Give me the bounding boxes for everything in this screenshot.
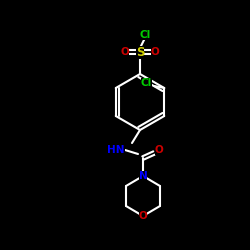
Text: O: O xyxy=(120,47,130,57)
Text: N: N xyxy=(138,171,147,181)
Text: S: S xyxy=(136,46,144,59)
Text: Cl: Cl xyxy=(140,78,152,88)
Text: O: O xyxy=(138,211,147,221)
Text: HN: HN xyxy=(108,145,125,155)
Text: O: O xyxy=(154,145,164,155)
Text: O: O xyxy=(150,47,160,57)
Text: Cl: Cl xyxy=(140,30,150,40)
